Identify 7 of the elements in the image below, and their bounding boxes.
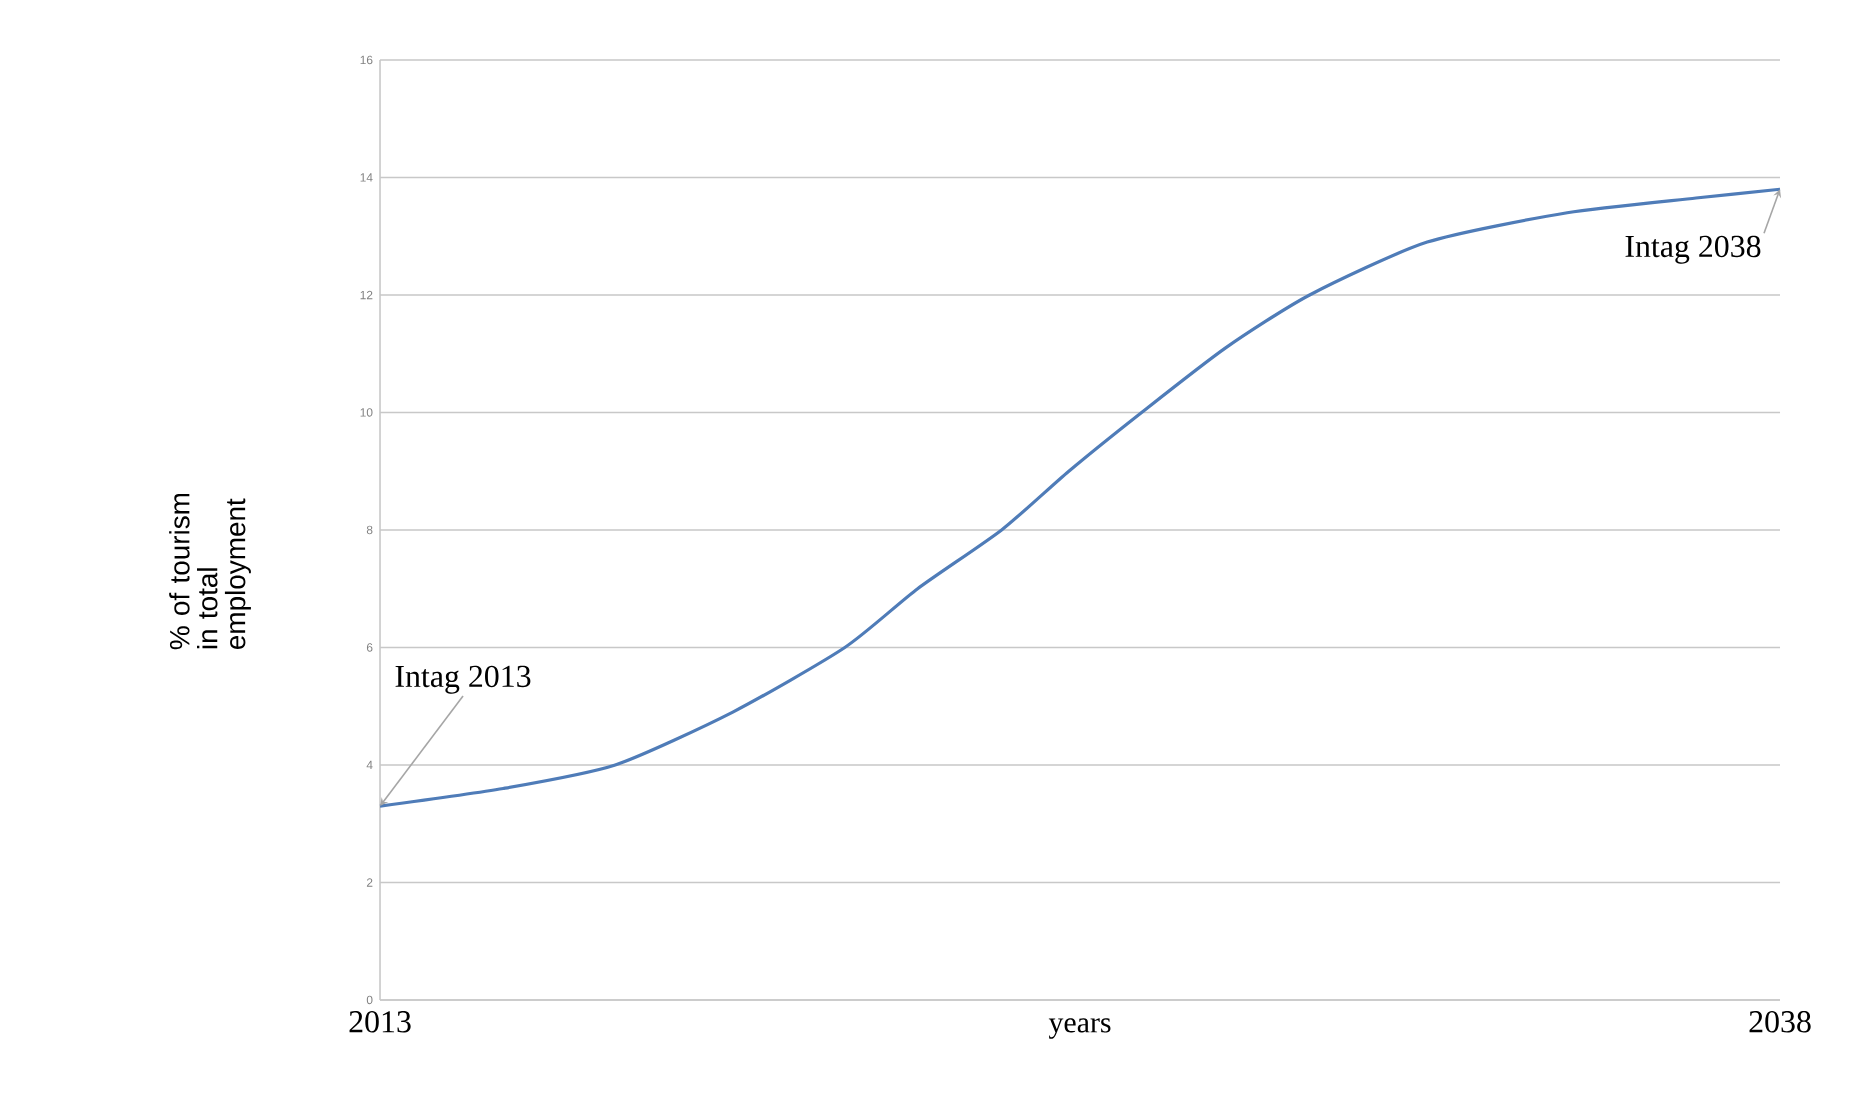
- line-series: [378, 187, 1782, 808]
- x-tick-label: 2038: [1749, 1011, 1811, 1033]
- annotation: Intag 2038: [1625, 235, 1761, 264]
- y-axis-title: % of tourism in total employment: [169, 493, 251, 650]
- x-tick-label: 2013: [349, 1011, 411, 1033]
- x-axis-title: years: [1048, 1018, 1111, 1039]
- annotation: Intag 2013: [395, 665, 531, 694]
